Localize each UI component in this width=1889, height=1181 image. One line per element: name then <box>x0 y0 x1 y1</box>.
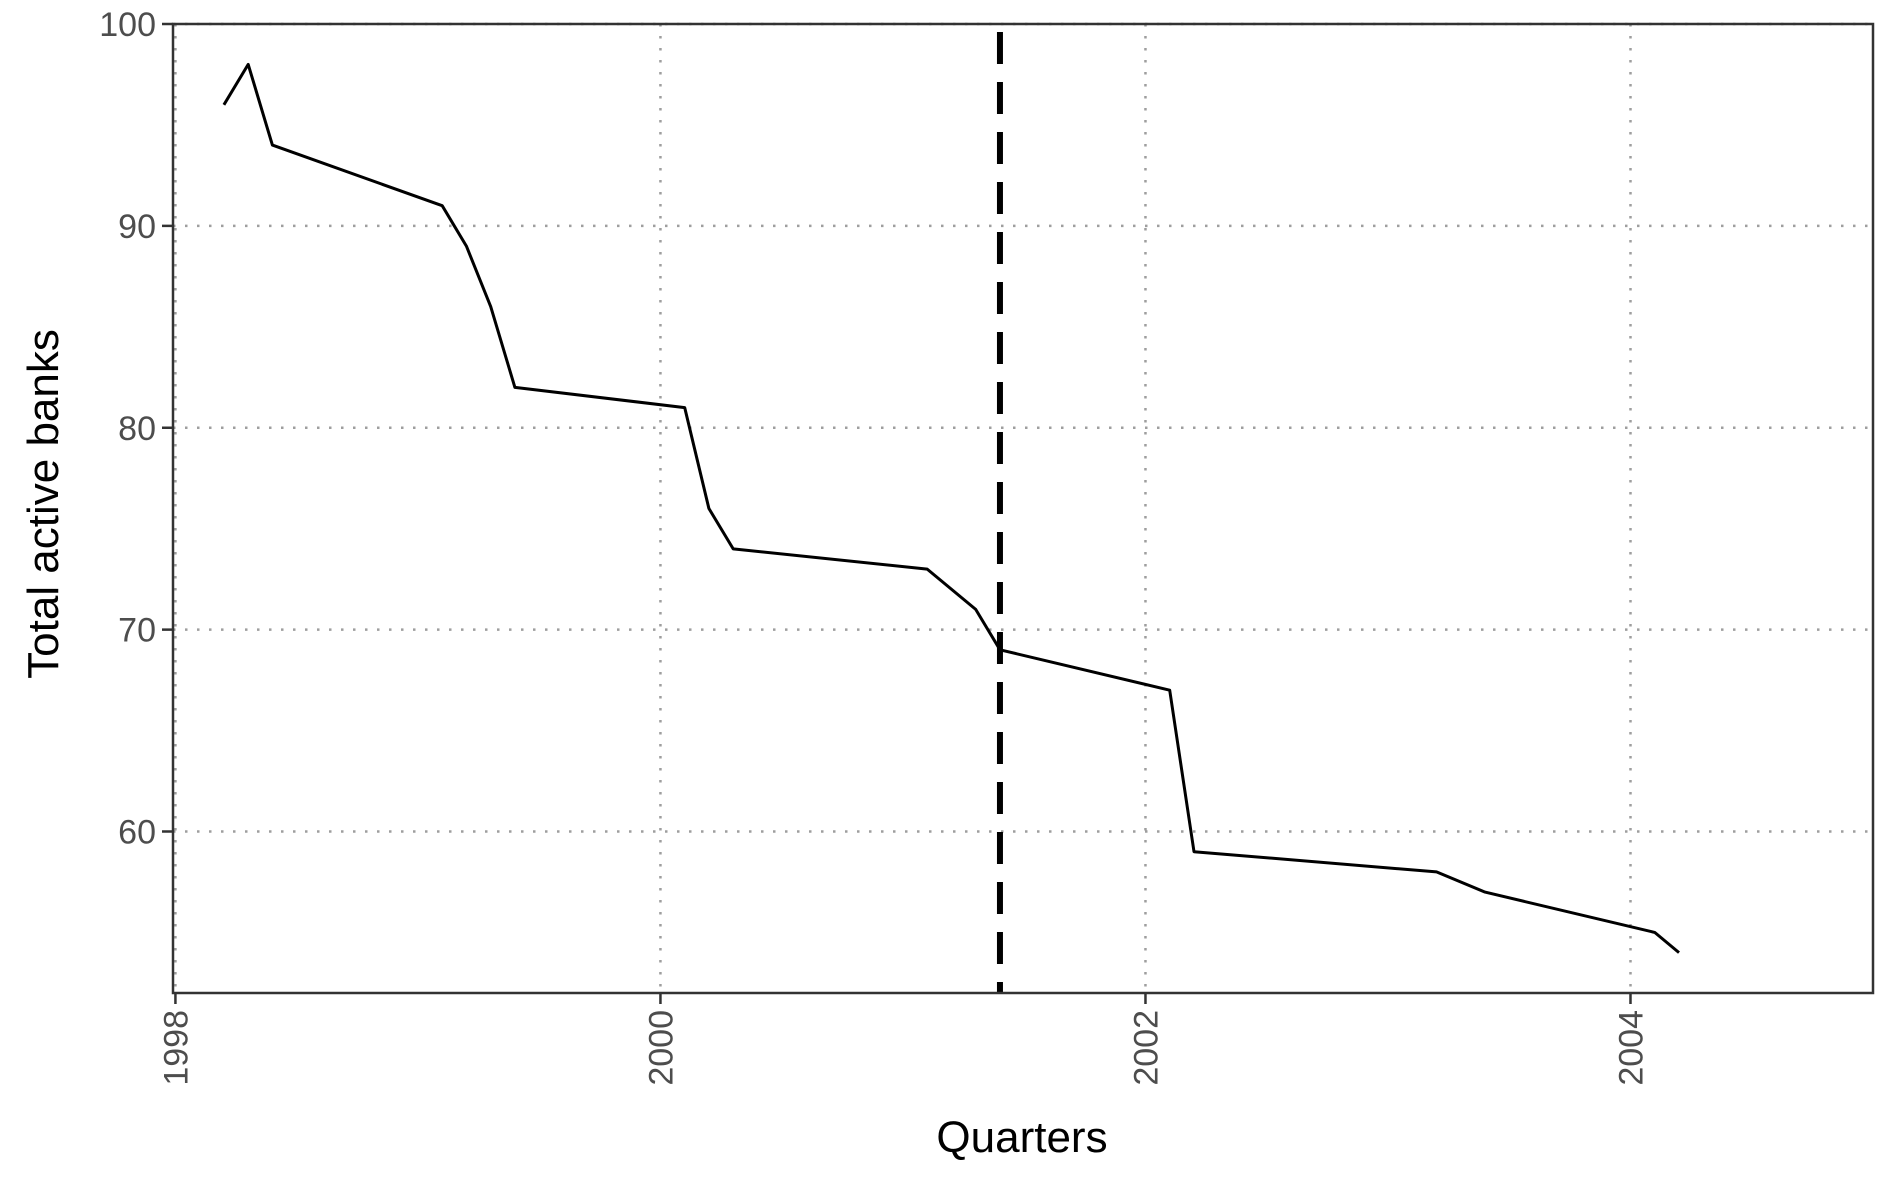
plot-frame <box>171 22 1875 995</box>
y-tick-label: 100 <box>99 6 156 44</box>
y-tick-label: 90 <box>118 208 156 246</box>
y-tick-label: 80 <box>118 410 156 448</box>
series-lines <box>222 62 1680 954</box>
series-line <box>222 62 1680 954</box>
x-tick-label: 2004 <box>1612 1010 1650 1086</box>
x-axis-title: Quarters <box>936 1113 1107 1162</box>
x-tick-label: 2000 <box>642 1010 680 1086</box>
y-tick-label: 60 <box>118 814 156 852</box>
axis-ticks: 1998 2000 2002 2004 60 70 80 90 100 <box>99 6 1650 1086</box>
plot-border <box>171 22 1875 995</box>
x-tick-label: 1998 <box>157 1010 195 1086</box>
y-tick-label: 70 <box>118 612 156 650</box>
x-tick-label: 2002 <box>1127 1010 1165 1086</box>
y-axis-title: Total active banks <box>19 329 68 679</box>
